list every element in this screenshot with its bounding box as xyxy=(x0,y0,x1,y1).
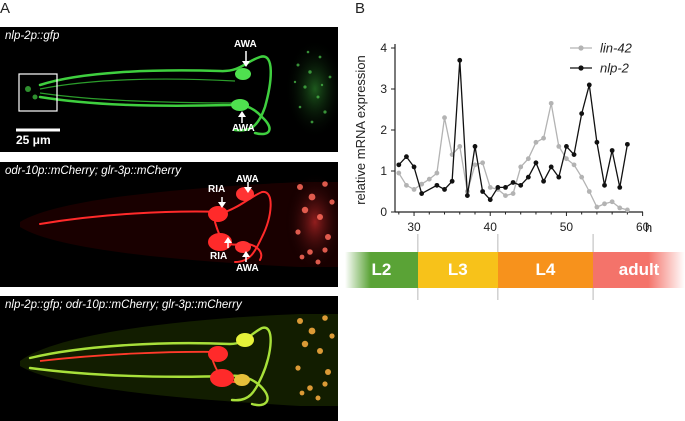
stage-L4: L4 xyxy=(497,252,594,288)
data-point-lin-42 xyxy=(404,182,409,188)
data-point-nlp-2 xyxy=(624,141,630,147)
data-point-lin-42 xyxy=(503,193,508,199)
micrograph-gfp: nlp-2p::gfp AWA AWA 25 μm xyxy=(0,27,338,152)
data-point-lin-42 xyxy=(518,164,524,170)
data-point-nlp-2 xyxy=(472,144,478,149)
data-point-lin-42 xyxy=(457,144,463,149)
data-point-lin-42 xyxy=(571,162,577,168)
data-point-lin-42 xyxy=(594,204,600,210)
data-point-nlp-2 xyxy=(586,82,592,88)
stage-L2: L2 xyxy=(345,252,418,288)
y-tick-label: 3 xyxy=(380,82,387,96)
data-point-lin-42 xyxy=(556,144,562,149)
expression-chart: relative mRNA expression 0 1 2 3 4 30 40 50 60 l… xyxy=(353,41,652,300)
data-point-nlp-2 xyxy=(510,180,516,185)
data-point-nlp-2 xyxy=(525,174,531,180)
scale-bar-label: 25 μm xyxy=(16,133,51,147)
data-point-lin-42 xyxy=(609,199,615,205)
data-point-lin-42 xyxy=(487,185,493,190)
awa-label-top-2: AWA xyxy=(236,174,259,185)
data-point-nlp-2 xyxy=(419,191,425,196)
data-point-nlp-2 xyxy=(617,185,623,190)
legend-marker-lin-42 xyxy=(578,45,584,51)
legend-label-nlp-2: nlp-2 xyxy=(600,61,630,76)
data-point-nlp-2 xyxy=(503,185,508,190)
data-point-lin-42 xyxy=(442,115,447,121)
data-point-nlp-2 xyxy=(442,187,447,192)
data-point-lin-42 xyxy=(533,139,539,145)
data-point-nlp-2 xyxy=(541,178,546,184)
data-point-nlp-2 xyxy=(464,193,470,199)
data-point-nlp-2 xyxy=(533,160,539,166)
data-point-lin-42 xyxy=(579,174,585,180)
data-point-lin-42 xyxy=(419,181,425,187)
data-point-nlp-2 xyxy=(594,139,600,145)
data-point-nlp-2 xyxy=(548,164,554,170)
legend-label-lin-42: lin-42 xyxy=(600,41,633,56)
stage-adult: adult xyxy=(593,252,685,288)
data-point-lin-42 xyxy=(586,189,592,194)
awa-label-bottom-2: AWA xyxy=(236,263,259,274)
data-point-nlp-2 xyxy=(579,111,585,116)
micrograph-mcherry: odr-10p::mCherry; glr-3p::mCherry AWA RI… xyxy=(0,162,338,287)
data-point-lin-42 xyxy=(602,201,607,207)
data-point-nlp-2 xyxy=(434,182,440,188)
panel-b-letter: B xyxy=(355,0,366,17)
data-point-nlp-2 xyxy=(487,197,493,203)
stage-L3: L3 xyxy=(417,252,498,288)
micrograph-merge: nlp-2p::gfp; odr-10p::mCherry; glr-3p::m… xyxy=(0,296,338,421)
data-point-nlp-2 xyxy=(404,154,409,160)
x-tick-label: 60 xyxy=(636,220,650,234)
data-point-lin-42 xyxy=(548,100,554,106)
panel-a-letter: A xyxy=(0,0,11,17)
ria-label-bottom: RIA xyxy=(210,251,228,262)
y-tick-label: 4 xyxy=(380,41,387,55)
data-point-lin-42 xyxy=(472,162,478,168)
data-point-nlp-2 xyxy=(571,152,577,158)
data-point-nlp-2 xyxy=(457,57,463,63)
data-point-nlp-2 xyxy=(564,144,569,149)
micrograph-merge-label: nlp-2p::gfp; odr-10p::mCherry; glr-3p::m… xyxy=(5,299,242,311)
data-point-lin-42 xyxy=(426,176,432,182)
data-point-lin-42 xyxy=(624,207,630,213)
data-point-lin-42 xyxy=(564,156,569,162)
data-point-nlp-2 xyxy=(449,178,455,184)
data-point-nlp-2 xyxy=(602,182,607,188)
data-point-nlp-2 xyxy=(556,174,562,180)
data-point-lin-42 xyxy=(480,160,486,166)
data-point-nlp-2 xyxy=(609,148,615,153)
y-tick-label: 1 xyxy=(380,164,387,178)
x-tick-label: 40 xyxy=(484,220,498,234)
data-point-lin-42 xyxy=(510,191,516,196)
series-line-nlp-2 xyxy=(398,60,629,201)
data-point-lin-42 xyxy=(617,205,623,211)
x-axis-label: h xyxy=(645,220,652,235)
data-point-nlp-2 xyxy=(495,185,501,190)
awa-label-top: AWA xyxy=(234,39,257,50)
y-tick-label: 2 xyxy=(380,123,387,137)
data-point-lin-42 xyxy=(434,170,440,176)
data-point-nlp-2 xyxy=(480,189,486,194)
y-axis-label: relative mRNA expression xyxy=(353,55,368,205)
micrograph-mcherry-label: odr-10p::mCherry; glr-3p::mCherry xyxy=(5,165,181,177)
micrograph-gfp-label: nlp-2p::gfp xyxy=(5,30,60,42)
y-tick-label: 0 xyxy=(380,205,387,219)
data-point-lin-42 xyxy=(411,187,417,192)
awa-label-bottom: AWA xyxy=(232,123,255,134)
data-point-lin-42 xyxy=(541,135,546,141)
x-tick-label: 30 xyxy=(407,220,421,234)
legend-marker-nlp-2 xyxy=(578,65,584,71)
x-tick-label: 50 xyxy=(560,220,574,234)
data-point-nlp-2 xyxy=(411,164,417,170)
data-point-nlp-2 xyxy=(396,162,402,168)
data-point-lin-42 xyxy=(396,170,402,176)
data-point-nlp-2 xyxy=(518,182,524,188)
data-point-lin-42 xyxy=(525,156,531,162)
ria-label-top: RIA xyxy=(208,184,226,195)
